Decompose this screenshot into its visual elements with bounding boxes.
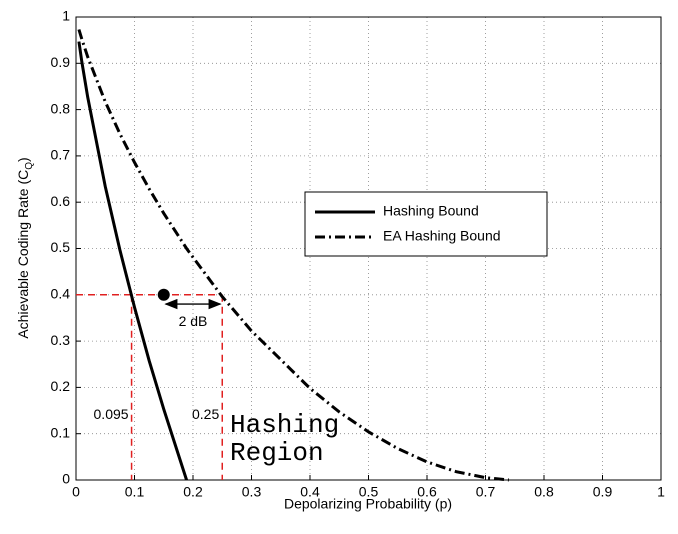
x-tick-label: 0.2	[183, 483, 203, 499]
y-tick-label: 0	[62, 471, 70, 487]
region-label: Region	[230, 438, 324, 468]
legend: Hashing Bound EA Hashing Bound	[304, 191, 548, 257]
y-tick-label: 0.3	[51, 332, 71, 348]
operating-point	[157, 288, 170, 301]
series-line	[77, 29, 510, 482]
reference-label: 0.095	[94, 406, 129, 422]
region-label: Hashing	[230, 410, 339, 440]
x-tick-label: 0.1	[125, 483, 145, 499]
axes-frame	[75, 16, 662, 481]
legend-label: Hashing Bound	[383, 203, 479, 219]
x-tick-label: 0	[72, 483, 80, 499]
x-tick-label: 0.9	[593, 483, 613, 499]
y-tick-label: 0.7	[51, 147, 71, 163]
y-tick-label: 0.6	[51, 193, 71, 209]
y-tick-label: 0.2	[51, 378, 71, 394]
x-tick-label: 0.4	[300, 483, 320, 499]
y-label-sub: Q	[24, 162, 35, 170]
x-axis-label: Depolarizing Probability (p)	[284, 495, 452, 511]
y-tick-label: 0.5	[51, 239, 71, 255]
x-tick-label: 0.8	[534, 483, 554, 499]
x-tick-label: 0.3	[242, 483, 262, 499]
series-line	[77, 41, 188, 481]
legend-box	[304, 191, 548, 257]
y-tick-label: 0.1	[51, 424, 71, 440]
y-tick-label: 0.4	[51, 286, 71, 302]
x-tick-label: 1	[657, 483, 665, 499]
arrow-label: 2 dB	[179, 313, 208, 329]
y-tick-label: 0.9	[51, 54, 71, 70]
x-tick-label: 0.7	[476, 483, 496, 499]
y-tick-label: 0.8	[51, 100, 71, 116]
y-axis-label: Achievable Coding Rate (CQ)	[15, 157, 35, 338]
reference-label: 0.25	[192, 406, 219, 422]
y-tick-label: 1	[62, 8, 70, 24]
x-tick-label: 0.6	[417, 483, 437, 499]
y-label-main: Achievable Coding Rate (C	[15, 170, 31, 339]
x-tick-label: 0.5	[359, 483, 379, 499]
y-label-end: )	[15, 157, 31, 162]
legend-label: EA Hashing Bound	[383, 228, 501, 244]
